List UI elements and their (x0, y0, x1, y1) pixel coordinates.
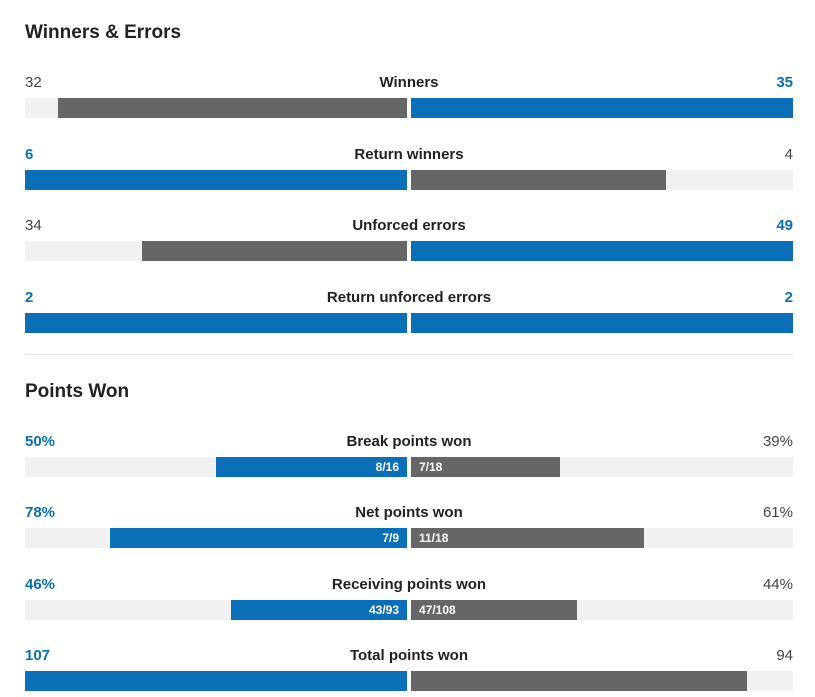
stat-left-bar: 7/9 (109, 528, 407, 548)
stat-label: Break points won (346, 433, 472, 450)
stat-left-bar (57, 98, 407, 118)
stat-left-ratio: 8/16 (375, 460, 399, 474)
stat-right-track (411, 98, 793, 118)
stat-right-value: 61% (762, 504, 793, 521)
stat-left-value: 46% (25, 576, 56, 593)
stat-left-track (25, 671, 407, 691)
stat-right-value: 39% (762, 433, 793, 450)
section-title-winners-errors: Winners & Errors (25, 22, 182, 43)
stat-left-value: 2 (25, 289, 34, 306)
stat-row-total-points-won: 107 Total points won 94 (25, 647, 793, 697)
stat-right-value: 94 (776, 647, 793, 664)
stat-label: Unforced errors (352, 217, 466, 234)
stat-left-track: 7/9 (25, 528, 407, 548)
stat-right-ratio: 47/108 (419, 603, 456, 617)
stat-right-bar (411, 98, 793, 118)
stat-left-value: 6 (25, 146, 34, 163)
stat-left-value: 50% (25, 433, 56, 450)
stat-left-bar: 43/93 (230, 600, 407, 620)
stat-left-bar: 8/16 (216, 457, 407, 477)
stat-right-track (411, 671, 793, 691)
stat-right-track (411, 241, 793, 261)
stat-right-value: 4 (784, 146, 793, 163)
stat-left-value: 78% (25, 504, 56, 521)
stat-right-bar (411, 241, 793, 261)
stat-label: Return winners (354, 146, 464, 163)
stat-left-ratio: 7/9 (382, 531, 399, 545)
stat-row-winners: 32 Winners 35 (25, 74, 793, 124)
stat-right-bar: 11/18 (411, 528, 645, 548)
stat-left-track (25, 313, 407, 333)
stat-left-track (25, 98, 407, 118)
stat-right-bar: 47/108 (411, 600, 578, 620)
stat-right-bar (411, 170, 666, 190)
stat-right-value: 44% (762, 576, 793, 593)
stat-right-track: 47/108 (411, 600, 793, 620)
stat-left-bar (25, 170, 407, 190)
stat-left-track (25, 170, 407, 190)
stat-left-track (25, 241, 407, 261)
stat-left-value: 32 (25, 74, 42, 91)
stat-left-track: 8/16 (25, 457, 407, 477)
stat-left-track: 43/93 (25, 600, 407, 620)
section-title-points-won: Points Won (25, 381, 130, 402)
stat-right-value: 2 (784, 289, 793, 306)
stat-row-receiving-points-won: 46% Receiving points won 44% 43/93 47/10… (25, 576, 793, 626)
stat-left-value: 107 (25, 647, 51, 664)
stat-row-return-winners: 6 Return winners 4 (25, 146, 793, 196)
stat-right-track (411, 313, 793, 333)
stat-left-ratio: 43/93 (368, 603, 399, 617)
stat-left-bar (25, 671, 407, 691)
stat-right-bar: 7/18 (411, 457, 560, 477)
stat-right-track: 11/18 (411, 528, 793, 548)
stat-row-unforced-errors: 34 Unforced errors 49 (25, 217, 793, 267)
stat-label: Return unforced errors (326, 289, 492, 306)
stat-label: Net points won (355, 504, 463, 521)
stat-label: Winners (379, 74, 439, 91)
stat-row-break-points-won: 50% Break points won 39% 8/16 7/18 (25, 433, 793, 483)
stat-label: Receiving points won (331, 576, 487, 593)
stat-left-value: 34 (25, 217, 42, 234)
stat-left-bar (141, 241, 407, 261)
stat-label: Total points won (349, 647, 469, 664)
stat-row-net-points-won: 78% Net points won 61% 7/9 11/18 (25, 504, 793, 554)
section-divider (25, 354, 793, 355)
stat-left-bar (25, 313, 407, 333)
stat-row-return-unforced-errors: 2 Return unforced errors 2 (25, 289, 793, 339)
stat-right-value: 35 (776, 74, 793, 91)
stat-right-track (411, 170, 793, 190)
stat-right-ratio: 11/18 (419, 531, 449, 545)
stat-right-value: 49 (776, 217, 793, 234)
stat-right-track: 7/18 (411, 457, 793, 477)
stat-right-ratio: 7/18 (419, 460, 443, 474)
stat-right-bar (411, 671, 747, 691)
stat-right-bar (411, 313, 793, 333)
